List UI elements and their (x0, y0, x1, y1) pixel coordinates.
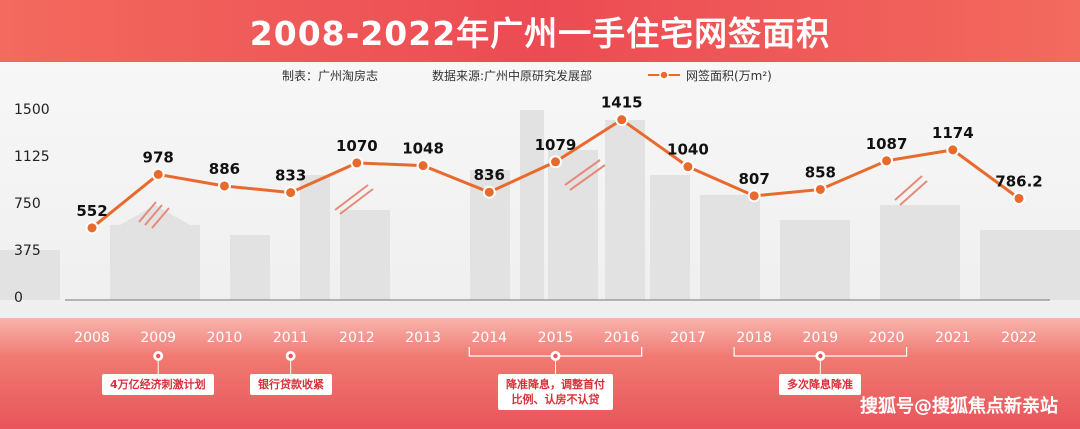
event-markers (153, 347, 908, 374)
skyline-decoration (0, 110, 1080, 300)
arrow-decorations (138, 159, 928, 229)
event-label: 降准降息，调整首付 比例、认房不认贷 (498, 374, 613, 410)
info-row: 制表：广州淘房志 数据来源:广州中原研究发展部 网签面积(万m²) (0, 67, 1080, 83)
data-point (350, 156, 364, 170)
x-tick-label: 2009 (140, 330, 176, 346)
x-tick-label: 2021 (935, 330, 971, 346)
x-tick-label: 2014 (471, 330, 507, 346)
data-point (1012, 191, 1026, 205)
x-tick-label: 2017 (670, 330, 706, 346)
data-label: 836 (474, 166, 505, 184)
y-tick-label: 1500 (14, 102, 50, 118)
event-marker-dot (818, 353, 823, 359)
data-label: 786.2 (995, 172, 1042, 190)
event-marker-dot (553, 353, 558, 359)
data-points (85, 113, 1026, 235)
data-label: 1087 (866, 135, 908, 153)
event-label: 银行贷款收紧 (250, 374, 332, 395)
data-point (880, 154, 894, 168)
y-axis: 1500 1125 750 375 0 (14, 102, 50, 306)
x-tick-label: 2015 (538, 330, 574, 346)
data-point (416, 159, 430, 173)
y-tick-label: 375 (14, 243, 41, 259)
x-tick-label: 2018 (736, 330, 772, 346)
x-tick-label: 2022 (1001, 330, 1037, 346)
x-tick-label: 2008 (74, 330, 110, 346)
y-tick-label: 0 (14, 290, 23, 306)
data-point (482, 185, 496, 199)
data-label: 552 (76, 202, 107, 220)
data-point (549, 155, 562, 169)
x-tick-label: 2012 (339, 330, 375, 346)
data-label: 1048 (402, 140, 444, 158)
data-point (615, 113, 629, 127)
data-point (284, 186, 298, 200)
event-marker-dot (156, 353, 161, 359)
x-tick-label: 2016 (604, 330, 640, 346)
event-label: 多次降息降准 (779, 374, 861, 395)
chart-maker: 制表：广州淘房志 (282, 69, 379, 83)
data-point (946, 143, 960, 157)
data-label: 886 (209, 160, 240, 178)
footer-credit: 搜狐号@搜狐焦点新亲站 (860, 396, 1058, 417)
data-label: 1174 (932, 124, 974, 142)
event-label: 4万亿经济刺激计划 (102, 374, 214, 395)
data-labels: 552 978 886 833 1070 1048 836 1079 1415 1040 807 85… (76, 94, 1042, 220)
data-point (681, 160, 695, 174)
data-source: 数据来源:广州中原研究发展部 (432, 69, 593, 83)
data-label: 1070 (336, 137, 378, 155)
data-point (813, 182, 827, 196)
legend-marker (659, 70, 669, 80)
data-label: 858 (805, 163, 836, 181)
data-label: 807 (738, 170, 769, 188)
data-point (747, 189, 761, 203)
data-label: 833 (275, 167, 306, 185)
x-tick-labels: 2008 2009 2010 2011 2012 2013 2014 2015 2016 2017… (74, 330, 1037, 346)
x-tick-label: 2020 (869, 330, 905, 346)
data-label: 1040 (667, 141, 709, 159)
data-point (85, 221, 99, 235)
x-tick-label: 2013 (405, 330, 441, 346)
x-tick-label: 2011 (273, 330, 309, 346)
x-axis-band (0, 318, 1080, 429)
legend-label: 网签面积(万m²) (686, 69, 772, 83)
data-label: 1415 (601, 94, 643, 112)
x-tick-label: 2019 (803, 330, 839, 346)
title-bar: 2008-2022年广州一手住宅网签面积 (0, 0, 1080, 62)
data-point (151, 167, 165, 181)
y-tick-label: 750 (14, 196, 41, 212)
data-point (217, 179, 231, 193)
event-marker-dot (288, 353, 293, 359)
data-label: 978 (143, 148, 174, 166)
x-tick-label: 2010 (207, 330, 243, 346)
y-tick-label: 1125 (14, 149, 50, 165)
data-label: 1079 (535, 136, 577, 154)
chart-title: 2008-2022年广州一手住宅网签面积 (249, 14, 831, 53)
